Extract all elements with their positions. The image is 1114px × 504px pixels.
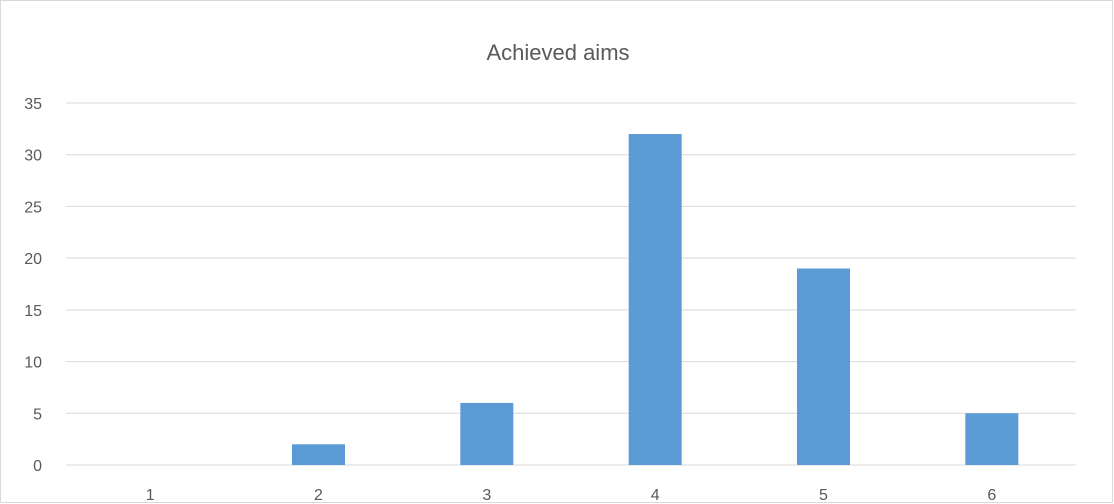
y-tick-label: 35 — [24, 96, 42, 113]
x-tick-label: 5 — [819, 487, 828, 504]
x-tick-label: 1 — [146, 487, 155, 504]
y-axis-ticks: 0 5 10 15 20 25 30 35 — [24, 96, 42, 475]
bar-3 — [460, 402, 514, 465]
y-tick-label: 10 — [24, 355, 42, 372]
x-tick-label: 3 — [482, 487, 491, 504]
bar-5 — [797, 268, 850, 465]
y-tick-label: 20 — [24, 251, 42, 268]
bar-2 — [292, 444, 345, 465]
y-tick-label: 25 — [24, 199, 42, 216]
y-tick-label: 30 — [24, 148, 42, 165]
bar-4 — [628, 134, 682, 465]
x-tick-label: 4 — [651, 487, 660, 504]
bar-6 — [965, 413, 1019, 465]
y-tick-label: 0 — [33, 458, 42, 475]
x-tick-label: 2 — [314, 487, 323, 504]
y-tick-label: 5 — [33, 406, 42, 423]
x-axis-ticks: 1 2 3 4 5 6 — [146, 487, 997, 504]
x-tick-label: 6 — [987, 487, 996, 504]
chart-title: Achieved aims — [486, 40, 629, 65]
bars — [292, 134, 1019, 465]
gridlines — [66, 102, 1076, 466]
y-tick-label: 15 — [24, 303, 42, 320]
